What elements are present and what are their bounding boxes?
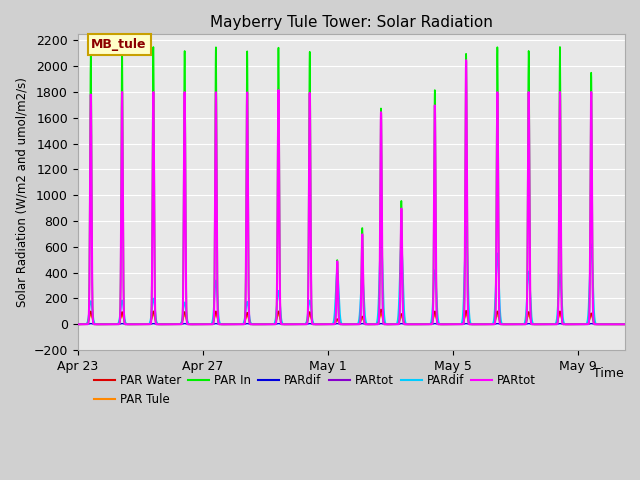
- Title: Mayberry Tule Tower: Solar Radiation: Mayberry Tule Tower: Solar Radiation: [210, 15, 493, 30]
- Legend: PAR Water, PAR Tule, PAR In, PARdif, PARtot, PARdif, PARtot: PAR Water, PAR Tule, PAR In, PARdif, PAR…: [89, 369, 541, 410]
- Text: MB_tule: MB_tule: [92, 38, 147, 51]
- Y-axis label: Solar Radiation (W/m2 and umol/m2/s): Solar Radiation (W/m2 and umol/m2/s): [15, 77, 28, 307]
- X-axis label: Time: Time: [593, 368, 624, 381]
